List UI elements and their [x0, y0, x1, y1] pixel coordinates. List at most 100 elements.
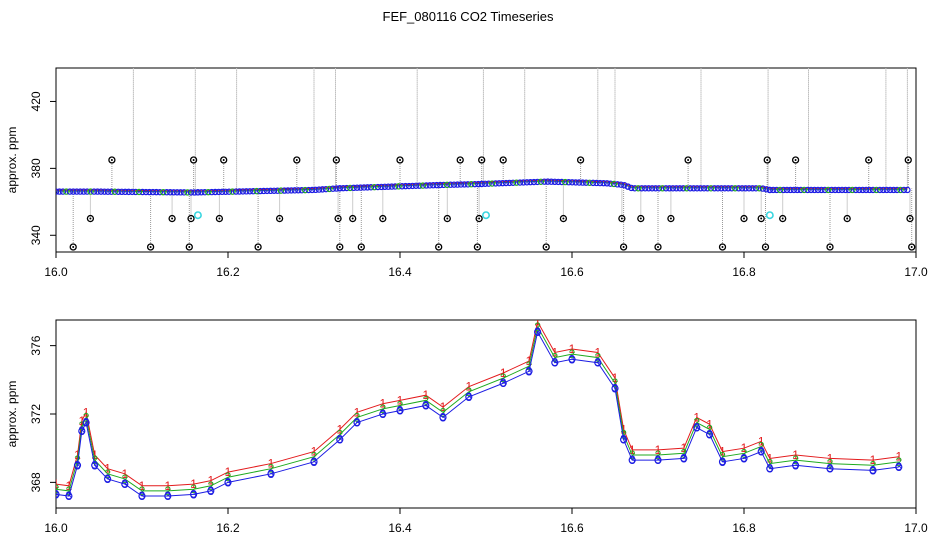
series-3-data-point [895, 463, 903, 471]
top-data-point [436, 181, 444, 189]
series-1-point-label: 1 [741, 441, 748, 455]
outlier-point [334, 214, 342, 223]
bottom-y-tick-label: 372 [29, 404, 43, 424]
outlier-point [883, 57, 889, 63]
top-data-point [73, 188, 80, 195]
top-data-point [336, 185, 343, 192]
outlier-point [332, 156, 341, 164]
top-data-point [697, 185, 704, 192]
top-data-point [350, 184, 357, 192]
series-2-point-label: 2 [440, 405, 447, 419]
top-x-tick-label: 16.2 [216, 265, 240, 279]
series-3-point-label: 3 [311, 455, 318, 469]
top-data-point [586, 179, 593, 186]
outlier-point-center [721, 245, 724, 248]
series-3-point-label: 3 [336, 433, 343, 447]
top-data-point [534, 178, 541, 186]
series-3-point-label: 3 [741, 451, 748, 465]
outlier-point-center [132, 59, 134, 61]
series-3-data-point [705, 430, 714, 439]
outlier-point [908, 243, 916, 251]
top-data-point [680, 185, 687, 192]
outlier-point [559, 214, 568, 223]
bottom-x-tick-label: 16.2 [216, 521, 240, 535]
top-data-point [430, 182, 437, 189]
top-y-tick-label: 420 [29, 91, 43, 111]
top-data-point [184, 189, 191, 196]
series-1-point-label: 1 [500, 366, 507, 380]
outlier-point [333, 57, 339, 63]
top-data-point [614, 181, 621, 188]
series-3-data-point [78, 427, 86, 435]
top-data-point [243, 188, 250, 195]
outlier-point [619, 243, 628, 251]
top-data-point [635, 185, 642, 192]
series-1-point-label: 1 [827, 451, 834, 465]
top-data-point [652, 185, 659, 192]
series-1-point-label: 1 [164, 479, 171, 493]
top-data-point [883, 186, 890, 194]
series-3-point-label: 3 [268, 467, 275, 481]
outlier-point-center [295, 159, 298, 161]
top-data-point [395, 183, 402, 190]
outlier-point [906, 214, 914, 223]
top-data-point [831, 186, 839, 194]
top-data-point [416, 182, 423, 189]
top-data-point [502, 179, 510, 187]
top-data-point [617, 181, 625, 188]
series-3-data-point [422, 401, 430, 410]
outlier-point-center [335, 59, 337, 61]
top-data-point [63, 188, 70, 195]
top-data-point [122, 188, 129, 196]
top-data-point [797, 186, 804, 194]
outlier-point [435, 243, 443, 251]
outlier-point [234, 57, 240, 63]
series-2-point-label: 2 [706, 422, 713, 436]
series-3-data-point [718, 458, 727, 466]
top-data-point [662, 185, 670, 192]
bottom-y-tick-label: 376 [29, 335, 43, 355]
series-3-data-point [499, 379, 507, 387]
outlier-point-center [218, 217, 221, 220]
outlier-point [168, 214, 176, 223]
top-data-point [301, 186, 309, 194]
outlier-point [414, 57, 420, 63]
top-data-point [718, 185, 725, 192]
top-data-point [298, 186, 305, 194]
series-2-point-label: 2 [526, 359, 533, 373]
outlier-point-center [867, 159, 870, 161]
series-1-point-label: 1 [104, 462, 111, 476]
outlier-point-center [437, 245, 440, 248]
outlier-point-center [767, 59, 769, 61]
top-data-point [783, 186, 791, 194]
outlier-point-center [381, 217, 384, 220]
top-data-point [295, 187, 302, 194]
top-data-point [173, 189, 181, 196]
outlier-point [740, 214, 748, 223]
series-1-point-label: 1 [121, 467, 128, 481]
series-2-point-label: 2 [870, 458, 877, 472]
series-2-point-label: 2 [422, 393, 429, 407]
top-data-point [139, 188, 146, 196]
bottom-x-tick-label: 16.6 [560, 521, 584, 535]
outlier-point-center [257, 245, 260, 248]
top-data-point [461, 181, 468, 188]
top-data-point [869, 186, 877, 194]
outlier-point [220, 156, 228, 164]
series-3-data-point [121, 480, 129, 488]
series-3-point-label: 3 [104, 472, 111, 486]
outlier-point [763, 156, 771, 164]
series-3-point-label: 3 [465, 390, 472, 404]
outlier-point-center [482, 59, 484, 61]
series-2-point-label: 2 [164, 484, 171, 498]
series-3-point-label: 3 [225, 475, 232, 489]
series-3-point-label: 3 [440, 410, 447, 424]
series-3-data-point [869, 466, 877, 474]
top-data-point [478, 180, 485, 188]
outlier-point [637, 214, 645, 223]
bottom-panel: 16.0 16.2 16.4 16.6 16.8 17.0 368 372 376 approx.… [5, 319, 928, 535]
outlier-point-center [614, 59, 616, 61]
top-data-point [222, 188, 229, 195]
series-2-line [56, 325, 899, 492]
